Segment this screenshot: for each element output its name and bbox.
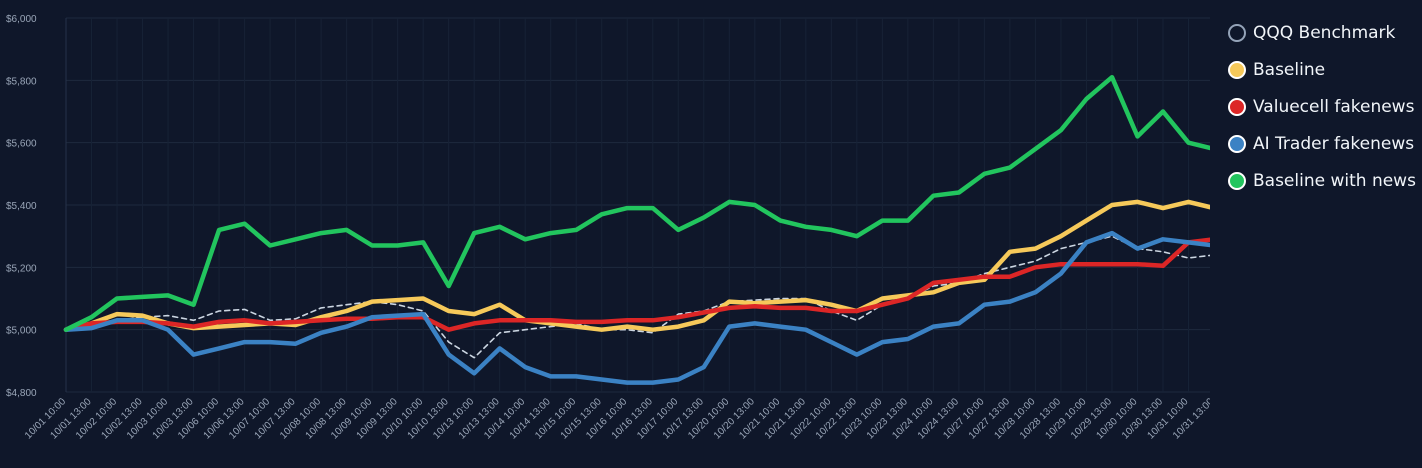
series-line-baseline: [63, 199, 1210, 332]
legend-swatch-icon: [1228, 171, 1246, 190]
series-line-baseline-with-news: [63, 74, 1210, 332]
legend-label: Valuecell fakenews: [1253, 96, 1415, 117]
series-line-ai-trader-fakenews: [63, 230, 1210, 385]
y-tick-label: $4,800: [6, 388, 37, 399]
y-axis: $4,800 $5,000 $5,200 $5,400 $5,600 $5,800 $6,0…: [6, 14, 37, 399]
legend-label: QQQ Benchmark: [1253, 22, 1396, 43]
legend-label: Baseline with news: [1253, 170, 1416, 191]
legend-item[interactable]: AI Trader fakenews: [1228, 125, 1416, 162]
legend-swatch-icon: [1228, 97, 1246, 116]
line-chart: $4,800 $5,000 $5,200 $5,400 $5,600 $5,800 $6,0…: [6, 14, 1210, 441]
y-tick-label: $5,200: [6, 263, 37, 274]
y-tick-label: $5,000: [6, 326, 37, 337]
series-line-valuecell-fakenews: [63, 237, 1210, 332]
legend-item[interactable]: Valuecell fakenews: [1228, 88, 1416, 125]
y-tick-label: $5,800: [6, 76, 37, 87]
y-tick-label: $5,400: [6, 201, 37, 212]
grid: [65, 17, 1210, 393]
y-tick-label: $6,000: [6, 14, 37, 25]
legend-swatch-icon: [1228, 134, 1246, 153]
legend-item[interactable]: QQQ Benchmark: [1228, 14, 1416, 51]
legend-item[interactable]: Baseline: [1228, 51, 1416, 88]
legend-label: AI Trader fakenews: [1253, 133, 1415, 154]
legend-swatch-icon: [1228, 60, 1246, 79]
y-tick-label: $5,600: [6, 139, 37, 150]
legend-label: Baseline: [1253, 59, 1326, 80]
legend-item[interactable]: Baseline with news: [1228, 162, 1416, 199]
legend: QQQ Benchmark Baseline Valuecell fakenews A…: [1228, 14, 1416, 199]
series-lines: [63, 74, 1210, 385]
legend-swatch-icon: [1228, 23, 1246, 42]
series-line-qqq-benchmark: [65, 235, 1210, 359]
